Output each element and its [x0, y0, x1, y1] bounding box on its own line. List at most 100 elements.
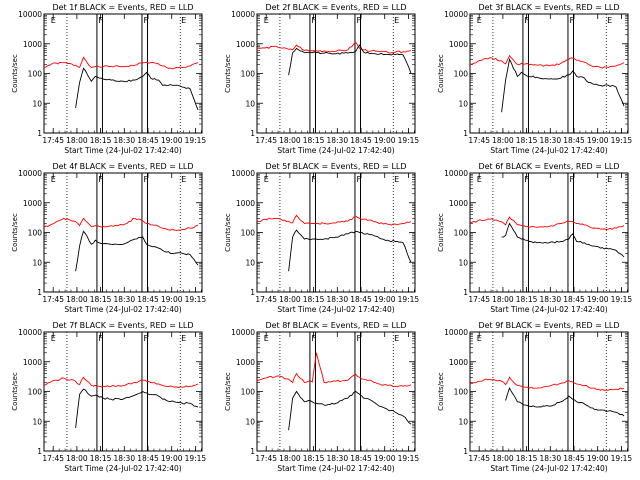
y-tick-label: 10 [245, 258, 255, 267]
y-tick-label: 1000 [449, 40, 468, 49]
flag-letter: F [524, 175, 529, 184]
x-tick-label: 19:15 [185, 295, 207, 304]
chart-panel-det-2f: Det 2f BLACK = Events, RED = LLD E F F E 1 10 1… [224, 3, 419, 155]
lld-series-line [469, 216, 625, 231]
flag-letter: E [264, 175, 269, 184]
x-tick-label: 18:30 [113, 454, 135, 463]
chart-panel-det-5f: Det 5f BLACK = Events, RED = LLD E F F E 1 10 1… [224, 162, 419, 314]
plot-frame [469, 172, 629, 293]
flag-letter: E [264, 334, 269, 343]
x-tick-label: 19:15 [398, 454, 420, 463]
plot-frame [43, 13, 203, 134]
x-tick-label: 19:15 [185, 136, 207, 145]
y-tick-label: 100 [454, 70, 469, 79]
x-tick-label: 18:15 [303, 295, 325, 304]
y-tick-label: 1000 [23, 358, 42, 367]
flag-letter: F [569, 16, 574, 25]
y-tick-label: 10 [458, 417, 468, 426]
y-tick-label: 10000 [444, 169, 468, 178]
x-tick-label: 18:00 [492, 454, 514, 463]
y-tick-label: 10000 [231, 169, 255, 178]
chart-panel-det-4f: Det 4f BLACK = Events, RED = LLD E F F E 1 10 1… [11, 162, 206, 314]
y-tick-label: 10000 [444, 328, 468, 337]
x-axis-label: Start Time (24-Jul-02 17:42:40) [64, 305, 181, 314]
x-tick-label: 18:00 [492, 295, 514, 304]
y-tick-label: 1 [37, 447, 42, 456]
flag-letter: F [569, 175, 574, 184]
x-tick-label: 18:15 [90, 454, 112, 463]
lld-series-line [256, 352, 412, 388]
x-tick-label: 18:45 [563, 136, 585, 145]
x-axis-label: Start Time (24-Jul-02 17:42:40) [277, 464, 394, 473]
x-tick-label: 18:15 [303, 454, 325, 463]
y-tick-label: 1000 [236, 358, 255, 367]
x-tick-label: 19:00 [161, 295, 183, 304]
flag-letter: F [143, 175, 148, 184]
chart-panel-det-9f: Det 9f BLACK = Events, RED = LLD E F F E 1 10 1… [437, 321, 632, 473]
x-tick-label: 18:00 [66, 295, 88, 304]
flag-letter: F [143, 334, 148, 343]
y-tick-label: 10 [32, 417, 42, 426]
flag-letter: E [181, 16, 186, 25]
flag-letter: E [51, 334, 56, 343]
x-tick-label: 18:15 [303, 136, 325, 145]
events-series-line [501, 57, 625, 113]
flag-letter: E [394, 16, 399, 25]
x-tick-label: 18:45 [563, 454, 585, 463]
x-tick-label: 19:15 [611, 136, 633, 145]
x-tick-label: 17:45 [255, 136, 277, 145]
y-tick-label: 10 [245, 417, 255, 426]
y-tick-label: 10000 [231, 328, 255, 337]
events-series-line [288, 44, 412, 75]
y-axis-label: Counts/sec [11, 372, 19, 411]
lld-series-line [43, 217, 199, 231]
flag-letter: E [181, 334, 186, 343]
x-tick-label: 19:15 [398, 295, 420, 304]
chart-title: Det 7f BLACK = Events, RED = LLD [52, 321, 193, 330]
x-tick-label: 17:45 [255, 295, 277, 304]
x-tick-label: 19:00 [161, 454, 183, 463]
plot-frame [256, 331, 416, 452]
x-tick-label: 19:00 [587, 136, 609, 145]
x-tick-label: 17:45 [42, 295, 64, 304]
x-tick-label: 18:30 [326, 454, 348, 463]
y-tick-label: 100 [241, 388, 256, 397]
flag-letter: F [311, 16, 316, 25]
x-tick-label: 17:45 [468, 136, 490, 145]
y-tick-label: 1000 [449, 358, 468, 367]
y-axis-label: Counts/sec [224, 372, 232, 411]
x-tick-label: 18:00 [279, 454, 301, 463]
plot-frame [43, 172, 203, 293]
x-tick-label: 18:30 [326, 295, 348, 304]
x-tick-label: 18:15 [516, 136, 538, 145]
flag-letter: F [356, 175, 361, 184]
y-axis-label: Counts/sec [224, 54, 232, 93]
flag-letter: F [524, 16, 529, 25]
flag-letter: F [311, 175, 316, 184]
x-tick-label: 19:15 [398, 136, 420, 145]
y-tick-label: 100 [454, 388, 469, 397]
x-tick-label: 18:45 [350, 454, 372, 463]
chart-panel-det-7f: Det 7f BLACK = Events, RED = LLD E F F E 1 10 1… [11, 321, 206, 473]
x-tick-label: 18:15 [516, 454, 538, 463]
flag-letter: E [477, 175, 482, 184]
y-tick-label: 10 [245, 99, 255, 108]
flag-letter: F [356, 334, 361, 343]
chart-title: Det 8f BLACK = Events, RED = LLD [265, 321, 406, 330]
x-axis-label: Start Time (24-Jul-02 17:42:40) [277, 305, 394, 314]
flag-letter: F [143, 16, 148, 25]
chart-title: Det 4f BLACK = Events, RED = LLD [52, 162, 193, 171]
chart-title: Det 3f BLACK = Events, RED = LLD [478, 3, 619, 12]
chart-panel-det-6f: Det 6f BLACK = Events, RED = LLD E F F E 1 10 1… [437, 162, 632, 314]
x-tick-label: 18:45 [563, 295, 585, 304]
y-tick-label: 10 [458, 258, 468, 267]
chart-panel-det-3f: Det 3f BLACK = Events, RED = LLD E F F E 1 10 1… [437, 3, 632, 155]
y-tick-label: 1 [250, 447, 255, 456]
y-tick-label: 1 [463, 288, 468, 297]
x-tick-label: 18:45 [137, 136, 159, 145]
plot-frame [469, 13, 629, 134]
chart-title: Det 1f BLACK = Events, RED = LLD [52, 3, 193, 12]
chart-title: Det 6f BLACK = Events, RED = LLD [478, 162, 619, 171]
x-tick-label: 18:30 [326, 136, 348, 145]
y-tick-label: 10 [32, 258, 42, 267]
